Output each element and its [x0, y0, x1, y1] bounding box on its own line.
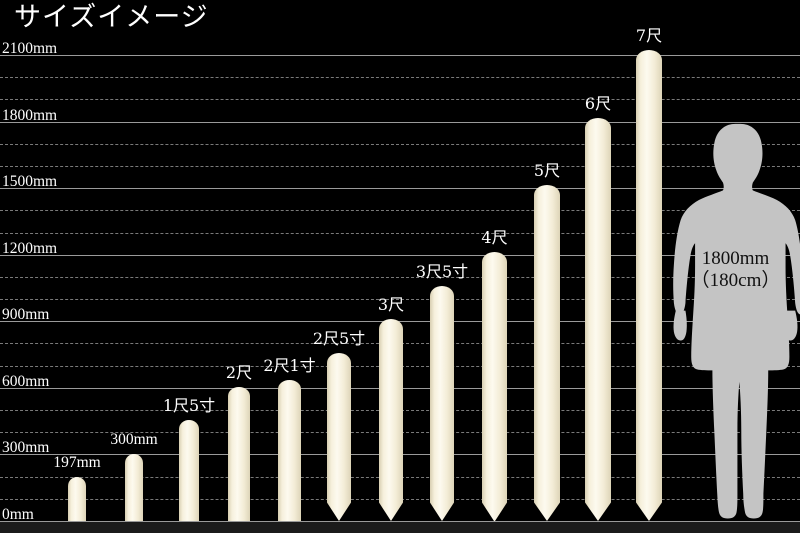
bar-value-label: 6尺	[584, 93, 612, 113]
gridline-minor	[0, 210, 800, 212]
bar-tip-mask	[378, 500, 391, 521]
y-axis-tick-label: 900mm	[2, 306, 50, 324]
person-height-mm: 1800mm	[701, 247, 770, 269]
gridline-major	[0, 121, 800, 123]
bar-tip-mask	[481, 500, 494, 521]
bar-value-label: 300mm	[110, 431, 158, 449]
bar-value-label: 3尺	[377, 295, 405, 315]
bar-tip-mask	[495, 500, 508, 521]
gridline-major	[0, 521, 800, 522]
y-axis-tick-label: 1800mm	[2, 106, 58, 124]
gridline-minor	[0, 276, 800, 278]
person-height-cm: （180cm）	[690, 269, 781, 291]
bar-value-label: 7尺	[635, 26, 663, 46]
bar	[584, 117, 612, 521]
bar-value-label: 4尺	[481, 228, 508, 248]
bar-tip-mask	[584, 500, 598, 521]
bar	[378, 319, 404, 521]
bar	[179, 420, 199, 521]
bar-value-label: 1尺5寸	[162, 396, 216, 416]
bar	[481, 252, 508, 521]
baseline-floor	[0, 521, 800, 533]
y-axis-tick-label: 600mm	[2, 372, 50, 390]
bar-tip-mask	[649, 500, 663, 521]
bar-value-label: 2尺1寸	[263, 355, 316, 375]
y-axis-tick-label: 0mm	[2, 506, 34, 523]
human-silhouette: 1800mm （180cm）	[668, 122, 800, 521]
bar	[68, 477, 86, 521]
gridline-minor	[0, 99, 800, 101]
bar-tip-mask	[326, 500, 339, 521]
bar-tip-mask	[533, 500, 547, 521]
person-height-annotation: 1800mm （180cm）	[668, 248, 800, 293]
bar	[635, 50, 663, 521]
bar-value-label: 197mm	[53, 454, 101, 472]
bar-value-label: 2尺	[225, 362, 253, 382]
gridline-minor	[0, 165, 800, 167]
gridline-minor	[0, 77, 800, 79]
bar-tip-mask	[339, 500, 352, 521]
bar-tip-mask	[442, 500, 455, 521]
bar-tip-mask	[429, 500, 442, 521]
gridline-minor	[0, 232, 800, 234]
bar	[228, 386, 250, 521]
bar-tip-mask	[391, 500, 404, 521]
y-axis-tick-label: 300mm	[2, 439, 50, 457]
y-axis-tick-label: 1200mm	[2, 239, 58, 257]
bar-tip-mask	[598, 500, 612, 521]
gridline-minor	[0, 143, 800, 145]
bar	[125, 454, 143, 521]
bar	[429, 285, 455, 521]
bar	[533, 184, 561, 521]
bar-value-label: 2尺5寸	[312, 328, 366, 348]
gridline-major	[0, 188, 800, 190]
bar	[278, 379, 301, 521]
gridline-major	[0, 55, 800, 56]
bar-tip-mask	[547, 500, 561, 521]
bar	[326, 352, 352, 521]
gridline-minor	[0, 299, 800, 301]
page-title: サイズイメージ	[14, 2, 209, 33]
bar-tip-mask	[635, 500, 649, 521]
y-axis-tick-label: 2100mm	[2, 40, 58, 57]
y-axis-tick-label: 1500mm	[2, 173, 58, 191]
gridline-major	[0, 254, 800, 256]
bar-value-label: 3尺5寸	[415, 261, 469, 281]
bar-value-label: 5尺	[533, 160, 561, 180]
